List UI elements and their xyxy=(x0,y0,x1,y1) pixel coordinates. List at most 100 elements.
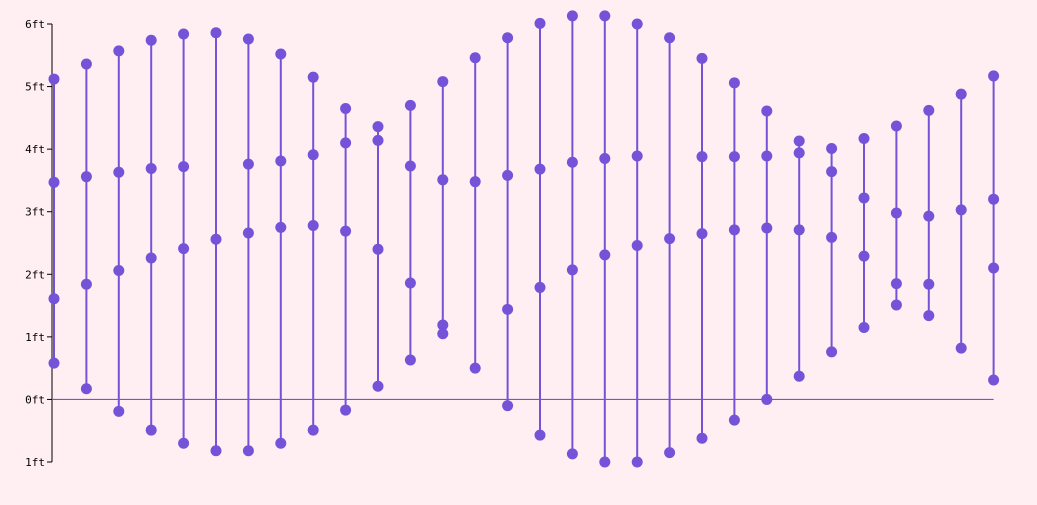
tide-point xyxy=(534,163,546,175)
tide-point xyxy=(761,150,773,162)
tide-point xyxy=(307,424,319,436)
tide-point xyxy=(631,456,643,468)
tide-point xyxy=(210,233,222,245)
tide-point xyxy=(113,265,125,277)
day-group xyxy=(210,27,222,457)
day-group xyxy=(113,45,125,417)
tide-point xyxy=(48,73,60,85)
tide-point xyxy=(631,18,643,30)
tide-point xyxy=(275,155,287,167)
tide-point xyxy=(48,176,60,188)
tide-point xyxy=(372,380,384,392)
tide-point xyxy=(404,354,416,366)
tide-point xyxy=(113,166,125,178)
tide-point xyxy=(469,52,481,64)
tide-point xyxy=(793,370,805,382)
day-group xyxy=(793,135,805,382)
tide-point xyxy=(178,161,190,173)
day-group xyxy=(858,133,870,333)
y-tick-label: 2ft xyxy=(25,268,45,281)
y-tick-label: 5ft xyxy=(25,81,45,94)
tide-point xyxy=(664,32,676,44)
y-tick-label: 4ft xyxy=(25,143,45,156)
day-group xyxy=(48,73,60,369)
day-group xyxy=(178,28,190,449)
tide-point xyxy=(696,432,708,444)
tide-point xyxy=(469,176,481,188)
tide-point xyxy=(340,137,352,149)
tide-point xyxy=(145,34,157,46)
tide-point xyxy=(437,174,449,186)
tide-point xyxy=(372,121,384,133)
tide-point xyxy=(80,58,92,70)
tide-point xyxy=(502,303,514,315)
tide-point xyxy=(566,156,578,168)
day-group xyxy=(988,70,1000,386)
day-group xyxy=(566,10,578,460)
y-tick-label: 0ft xyxy=(25,393,45,406)
day-group xyxy=(307,71,319,436)
day-group xyxy=(923,104,935,322)
tide-point xyxy=(761,222,773,234)
tide-point xyxy=(307,219,319,231)
tide-point xyxy=(242,227,254,239)
tide-point xyxy=(923,104,935,116)
tide-point xyxy=(631,240,643,252)
tide-point xyxy=(113,405,125,417)
tide-point xyxy=(210,27,222,39)
tide-point xyxy=(858,192,870,204)
tide-point xyxy=(858,250,870,262)
tide-point xyxy=(599,153,611,165)
day-group xyxy=(275,48,287,449)
tide-point xyxy=(242,445,254,457)
tide-point xyxy=(599,456,611,468)
y-tick-label: 6ft xyxy=(25,18,45,31)
tide-point xyxy=(275,437,287,449)
day-group xyxy=(761,105,773,405)
day-group xyxy=(890,120,902,311)
day-group xyxy=(631,18,643,468)
tide-point xyxy=(145,252,157,264)
tide-point xyxy=(113,45,125,57)
tide-point xyxy=(502,32,514,44)
tide-point xyxy=(48,293,60,305)
tide-point xyxy=(988,262,1000,274)
tide-point xyxy=(858,321,870,333)
tide-point xyxy=(664,233,676,245)
tide-point xyxy=(210,445,222,457)
tide-point xyxy=(728,224,740,236)
tide-point xyxy=(826,166,838,178)
tide-point xyxy=(534,281,546,293)
tide-point xyxy=(599,10,611,22)
tide-point xyxy=(923,310,935,322)
tide-point xyxy=(340,404,352,416)
day-group xyxy=(242,33,254,457)
tide-point xyxy=(372,243,384,255)
tide-point xyxy=(793,224,805,236)
tide-point xyxy=(664,447,676,459)
tide-point xyxy=(437,76,449,88)
tide-point xyxy=(761,393,773,405)
tide-point xyxy=(534,17,546,29)
day-group xyxy=(955,88,967,354)
tide-point xyxy=(242,33,254,45)
tide-point xyxy=(696,52,708,64)
tide-point xyxy=(566,448,578,460)
tide-point xyxy=(340,225,352,237)
tide-point xyxy=(955,342,967,354)
tide-point xyxy=(80,278,92,290)
tide-point xyxy=(826,346,838,358)
tide-point xyxy=(631,150,643,162)
tide-point xyxy=(80,383,92,395)
tide-point xyxy=(696,151,708,163)
tide-point xyxy=(923,210,935,222)
day-group xyxy=(728,77,740,426)
tide-point xyxy=(178,243,190,255)
day-group xyxy=(437,76,449,340)
tide-point xyxy=(793,147,805,159)
tide-point xyxy=(307,71,319,83)
tide-point xyxy=(275,48,287,60)
tide-point xyxy=(599,249,611,261)
tide-point xyxy=(469,362,481,374)
tide-point xyxy=(145,424,157,436)
